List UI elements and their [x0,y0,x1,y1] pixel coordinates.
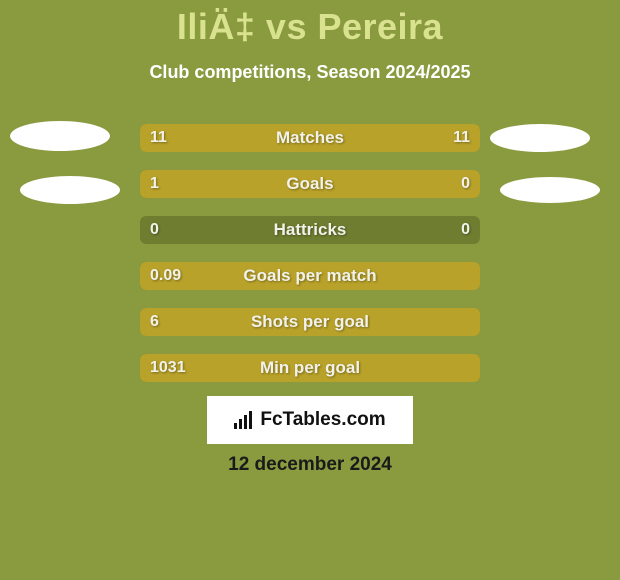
stat-bar-value-left: 11 [150,124,167,152]
decorative-oval [500,177,600,203]
stat-bar-value-left: 0.09 [150,262,181,290]
stat-bar-label: Min per goal [140,354,480,382]
stat-bar-value-right: 0 [461,216,470,244]
decorative-oval [10,121,110,151]
stat-bar-label: Goals [140,170,480,198]
stat-bar-label: Hattricks [140,216,480,244]
stat-bar-value-right: 11 [453,124,470,152]
stat-bar-label: Goals per match [140,262,480,290]
page-title: IliÄ‡ vs Pereira [0,0,620,48]
stat-bar-value-left: 1031 [150,354,186,382]
logo-text: FcTables.com [260,409,385,431]
stat-bar-row: Matches11 11 [140,124,480,152]
stat-bar-row: Goals per match0.09 [140,262,480,290]
stat-bar-label: Matches [140,124,480,152]
stat-bar-row: Hattricks0 0 [140,216,480,244]
stat-bar-label: Shots per goal [140,308,480,336]
stat-bar-value-right: 0 [461,170,470,198]
stat-bar-value-left: 0 [150,216,159,244]
decorative-oval [490,124,590,152]
footer-date: 12 december 2024 [0,454,620,476]
stat-bar-value-left: 1 [150,170,159,198]
stat-bar-row: Shots per goal6 [140,308,480,336]
stat-bar-value-left: 6 [150,308,159,336]
stat-bar-row: Min per goal1031 [140,354,480,382]
stat-bar-row: Goals1 0 [140,170,480,198]
comparison-card: IliÄ‡ vs Pereira Club competitions, Seas… [0,0,620,580]
logo-bars-icon [234,411,252,429]
fctables-logo: FcTables.com [207,396,413,444]
page-subtitle: Club competitions, Season 2024/2025 [0,62,620,83]
decorative-oval [20,176,120,204]
